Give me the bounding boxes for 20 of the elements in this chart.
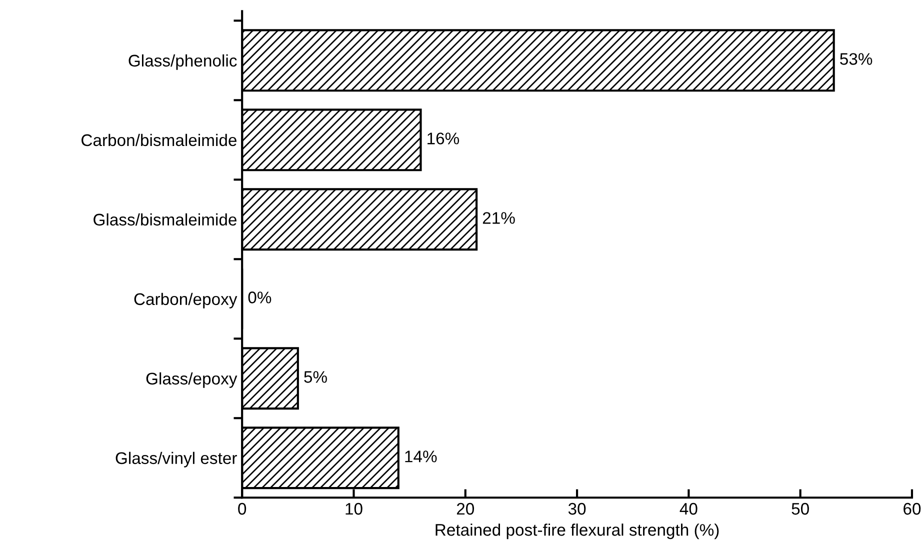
x-tick-label: 50	[792, 502, 809, 515]
x-axis-title: Retained post-fire flexural strength (%)	[436, 524, 719, 540]
x-tick-label: 0	[238, 502, 246, 515]
data-label: 5%	[304, 371, 327, 383]
x-tick-label: 30	[568, 502, 586, 515]
y-tick-label: Glass/phenolic	[128, 54, 237, 70]
data-label: 16%	[428, 132, 460, 144]
x-tick-label: 20	[456, 502, 474, 515]
y-tick-label: Glass/epoxy	[146, 372, 238, 388]
data-label: 53%	[840, 53, 872, 65]
y-tick-label: Carbon/bismaleimide	[82, 134, 236, 146]
data-label: 21%	[482, 212, 515, 224]
x-tick-label: 40	[680, 502, 698, 515]
data-label: 14%	[405, 450, 437, 462]
y-tick-label: Glass/bismaleimide	[94, 213, 236, 226]
y-tick-label: Glass/vinyl ester	[116, 452, 237, 468]
x-tick-label: 10	[346, 502, 362, 515]
y-tick-label: Carbon/epoxy	[134, 292, 238, 308]
x-tick-label: 60	[904, 502, 921, 515]
data-label: 0%	[248, 292, 272, 304]
